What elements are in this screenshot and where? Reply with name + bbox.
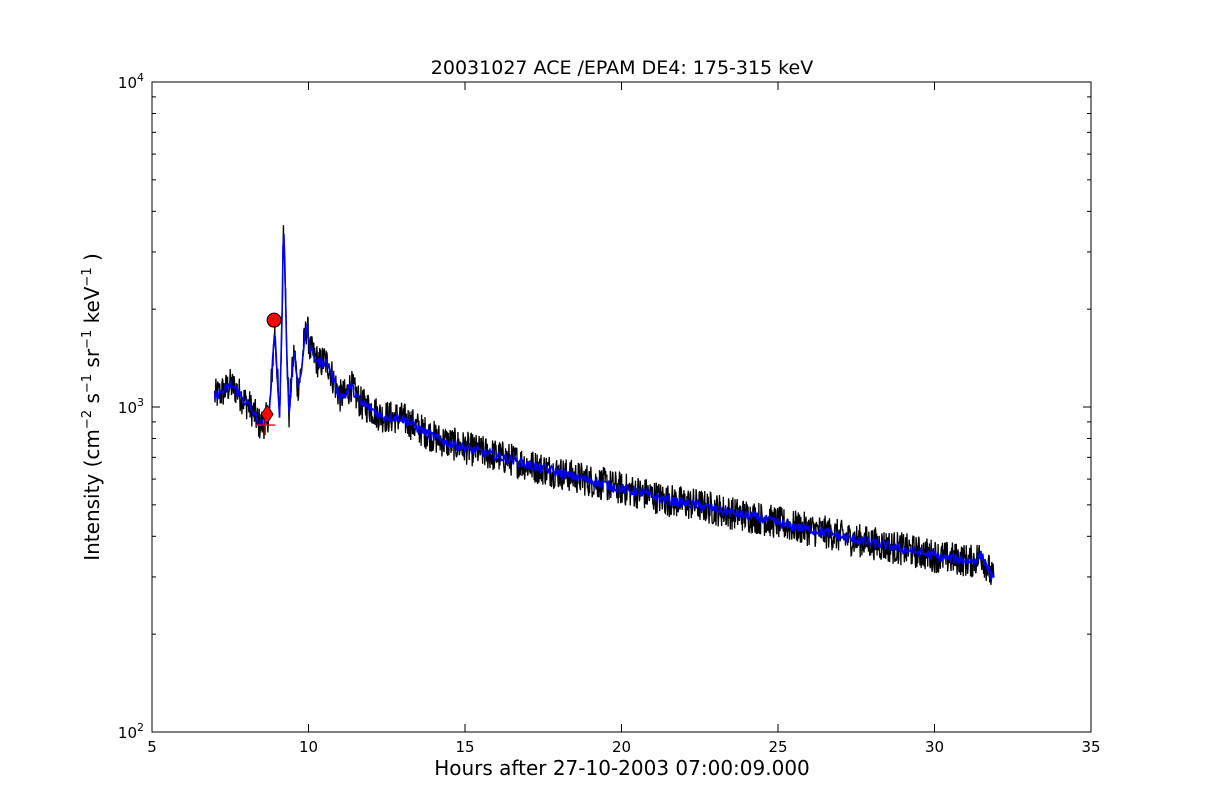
- marker-circle: [266, 312, 282, 328]
- x-tick-label: 25: [768, 738, 787, 756]
- x-tick-label: 35: [1081, 738, 1100, 756]
- x-tick-label: 30: [925, 738, 944, 756]
- chart-title: 20031027 ACE /EPAM DE4: 175-315 keV: [431, 57, 813, 79]
- x-tick-label: 10: [299, 738, 318, 756]
- series-line-raw: [213, 225, 995, 585]
- marker-layer: [255, 312, 282, 436]
- series-layer: [213, 225, 995, 585]
- marker-plus: [255, 415, 276, 436]
- x-tick-label: 20: [612, 738, 631, 756]
- axis-ticks: 5 10 15 20 25 30 35 102 103 104: [118, 71, 1101, 756]
- x-tick-label: 5: [147, 738, 157, 756]
- y-tick-label: 102: [118, 721, 144, 742]
- y-tick-label: 103: [118, 396, 144, 417]
- y-tick-label: 104: [118, 71, 144, 92]
- x-tick-label: 15: [455, 738, 474, 756]
- series-line-smoothed: [213, 233, 995, 580]
- y-axis-label: Intensity (cm−2 s−1 sr−1 keV−1 ): [80, 253, 104, 561]
- x-axis-label: Hours after 27-10-2003 07:00:09.000: [434, 756, 810, 780]
- marker-diamond: [260, 404, 274, 424]
